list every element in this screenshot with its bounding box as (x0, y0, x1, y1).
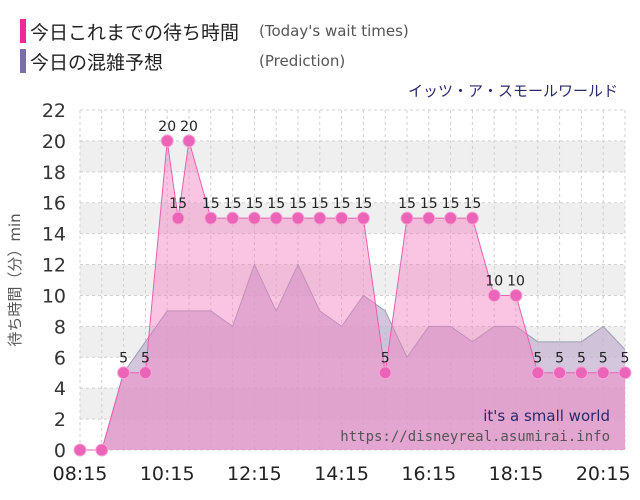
data-label: 15 (354, 196, 372, 212)
watermark-title: it's a small world (483, 407, 610, 425)
data-label: 20 (180, 119, 198, 135)
y-axis-label: 待ち時間（分）min (6, 213, 24, 346)
y-tick-label: 4 (54, 378, 66, 400)
today-point (509, 288, 523, 302)
today-point (553, 366, 567, 380)
legend-today-label: 今日これまでの待ち時間 (30, 21, 240, 44)
today-point (160, 134, 174, 148)
y-tick-label: 2 (54, 409, 66, 431)
today-point (95, 443, 109, 457)
watermark-url: https://disneyreal.asumirai.info (340, 429, 610, 445)
data-label: 5 (533, 351, 542, 367)
data-label: 10 (507, 273, 525, 289)
legend-today-swatch (20, 19, 26, 43)
legend-prediction-swatch (20, 49, 26, 73)
data-label: 15 (267, 196, 285, 212)
today-point (574, 366, 588, 380)
today-point (487, 288, 501, 302)
data-label: 5 (555, 351, 564, 367)
plot-band (80, 264, 625, 296)
data-label: 5 (577, 351, 586, 367)
data-label: 15 (442, 196, 460, 212)
data-label: 5 (621, 351, 630, 367)
legend-prediction: 今日の混雑予想 (20, 48, 163, 74)
today-point (378, 366, 392, 380)
y-tick-label: 20 (42, 131, 66, 153)
legend-prediction-note: (Prediction) (259, 52, 346, 70)
data-label: 15 (289, 196, 307, 212)
x-tick-label: 12:15 (227, 463, 282, 485)
y-tick-label: 12 (42, 255, 66, 277)
today-point (291, 211, 305, 225)
today-point (269, 211, 283, 225)
today-point (171, 211, 185, 225)
legend-today: 今日これまでの待ち時間 (20, 18, 239, 44)
y-tick-label: 0 (54, 440, 66, 462)
data-label: 15 (311, 196, 329, 212)
legend-today-note: (Today's wait times) (259, 22, 409, 40)
today-point (182, 134, 196, 148)
data-label: 5 (599, 351, 608, 367)
y-tick-label: 10 (42, 285, 66, 307)
x-tick-label: 16:15 (401, 463, 456, 485)
today-point (117, 366, 131, 380)
today-point (247, 211, 261, 225)
today-point (226, 211, 240, 225)
prediction-area (80, 264, 625, 450)
y-tick-label: 8 (54, 316, 66, 338)
today-point (138, 366, 152, 380)
today-point (596, 366, 610, 380)
today-point (356, 211, 370, 225)
today-point (444, 211, 458, 225)
plot-band (80, 140, 625, 172)
x-tick-label: 14:15 (314, 463, 369, 485)
legend-prediction-label: 今日の混雑予想 (30, 51, 164, 74)
x-tick-label: 10:15 (140, 463, 195, 485)
x-tick-label: 18:15 (489, 463, 544, 485)
data-label: 15 (224, 196, 242, 212)
data-label: 10 (485, 273, 503, 289)
today-point (422, 211, 436, 225)
data-label: 15 (420, 196, 438, 212)
today-point (400, 211, 414, 225)
attraction-name: イッツ・ア・スモールワールド (407, 82, 618, 100)
y-tick-label: 16 (42, 193, 66, 215)
today-point (204, 211, 218, 225)
plot-band (80, 233, 625, 265)
data-label: 15 (245, 196, 263, 212)
data-label: 5 (381, 351, 390, 367)
data-label: 15 (202, 196, 220, 212)
prediction-line (80, 263, 626, 451)
data-label: 20 (158, 119, 176, 135)
data-label: 5 (141, 351, 150, 367)
x-tick-label: 20:15 (576, 463, 631, 485)
y-tick-label: 6 (54, 347, 66, 369)
x-tick-label: 08:15 (53, 463, 108, 485)
today-point (465, 211, 479, 225)
data-label: 15 (333, 196, 351, 212)
today-point (618, 366, 632, 380)
y-tick-label: 18 (42, 162, 66, 184)
data-label: 15 (398, 196, 416, 212)
today-point (313, 211, 327, 225)
today-point (335, 211, 349, 225)
y-tick-label: 14 (42, 224, 66, 246)
data-label: 5 (119, 351, 128, 367)
y-tick-label: 22 (42, 100, 66, 122)
plot-band (80, 171, 625, 203)
data-label: 15 (169, 196, 187, 212)
today-point (73, 443, 87, 457)
data-label: 15 (463, 196, 481, 212)
today-point (531, 366, 545, 380)
